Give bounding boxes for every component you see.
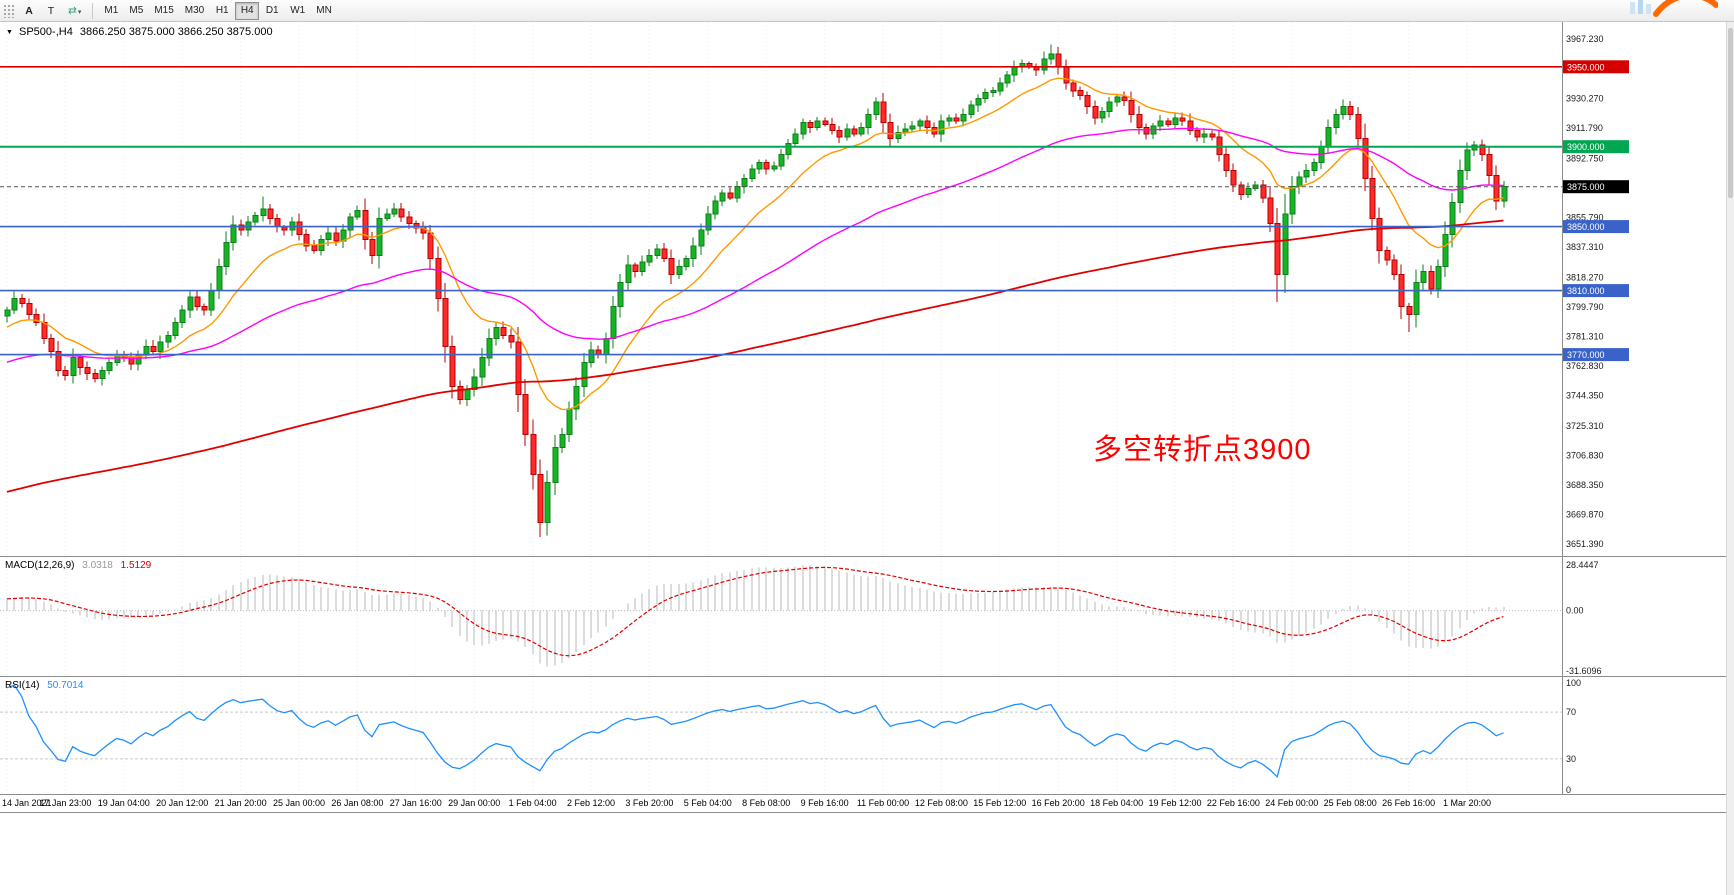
tf-button-w1[interactable]: W1 [285,2,310,20]
svg-text:0.00: 0.00 [1566,606,1584,616]
tf-button-mn[interactable]: MN [311,2,337,20]
ma-medium-line [6,127,1504,363]
macd-signal-line [6,566,1504,657]
vertical-scrollbar[interactable] [1726,22,1734,895]
rsi-panel [0,684,1562,779]
ma-slow-line [6,219,1504,493]
tf-button-m5[interactable]: M5 [124,2,148,20]
broker-logo [1630,0,1718,17]
tf-button-d1[interactable]: D1 [260,2,284,20]
svg-text:3911.790: 3911.790 [1566,123,1603,133]
timeframe-button-group: M1 M5 M15 M30 H1 H4 D1 W1 MN [99,1,337,20]
svg-text:26 Jan 08:00: 26 Jan 08:00 [331,798,383,808]
svg-text:24 Feb 00:00: 24 Feb 00:00 [1265,798,1318,808]
svg-text:3799.790: 3799.790 [1566,302,1604,312]
tf-button-h4[interactable]: H4 [235,1,260,20]
svg-text:17 Jan 23:00: 17 Jan 23:00 [39,798,91,808]
svg-text:0: 0 [1566,785,1571,795]
svg-text:3706.830: 3706.830 [1566,451,1604,461]
svg-text:19 Jan 04:00: 19 Jan 04:00 [98,798,150,808]
svg-text:3669.870: 3669.870 [1566,510,1604,520]
svg-text:3818.270: 3818.270 [1566,272,1604,282]
svg-text:20 Jan 12:00: 20 Jan 12:00 [156,798,208,808]
chart-window: 3967.230 3930.270 3911.790 3892.750 3855.790… [0,22,1734,895]
svg-text:3781.310: 3781.310 [1566,332,1604,342]
tf-button-m15[interactable]: M15 [149,2,178,20]
svg-text:26 Feb 16:00: 26 Feb 16:00 [1382,798,1435,808]
toolbar: A T ⇄▾ M1 M5 M15 M30 H1 H4 D1 W1 MN [0,0,1734,22]
price-axis-labels: 3967.230 3930.270 3911.790 3892.750 3855.790… [1566,34,1604,549]
svg-text:18 Feb 04:00: 18 Feb 04:00 [1090,798,1143,808]
svg-text:29 Jan 00:00: 29 Jan 00:00 [448,798,500,808]
arrows-icon: ⇄ [68,4,77,17]
svg-text:2 Feb 12:00: 2 Feb 12:00 [567,798,615,808]
svg-text:9 Feb 16:00: 9 Feb 16:00 [801,798,849,808]
tf-button-h1[interactable]: H1 [210,2,234,20]
toolbar-separator [92,2,94,19]
svg-text:5 Feb 04:00: 5 Feb 04:00 [684,798,732,808]
price-axis-badges: 3950.000 3900.000 3850.000 3810.000 3770.000… [1563,60,1629,362]
svg-text:-31.6096: -31.6096 [1566,666,1602,676]
collapse-indicator-icon[interactable]: ▼ [6,29,13,36]
svg-text:3900.000: 3900.000 [1567,142,1605,152]
svg-text:15 Feb 12:00: 15 Feb 12:00 [973,798,1026,808]
svg-text:3725.310: 3725.310 [1566,421,1604,431]
svg-text:1 Feb 04:00: 1 Feb 04:00 [509,798,557,808]
svg-text:12 Feb 08:00: 12 Feb 08:00 [915,798,968,808]
text-label-tool-button[interactable]: T [41,2,61,20]
svg-text:1 Mar 20:00: 1 Mar 20:00 [1443,798,1491,808]
svg-text:11 Feb 00:00: 11 Feb 00:00 [857,798,909,808]
svg-text:70: 70 [1566,707,1576,717]
macd-panel [0,565,1562,667]
svg-text:8 Feb 08:00: 8 Feb 08:00 [742,798,790,808]
svg-text:30: 30 [1566,754,1576,764]
svg-text:3930.270: 3930.270 [1566,93,1604,103]
svg-text:3950.000: 3950.000 [1567,62,1605,72]
svg-text:3 Feb 20:00: 3 Feb 20:00 [625,798,673,808]
svg-text:21 Jan 20:00: 21 Jan 20:00 [215,798,267,808]
svg-text:3770.000: 3770.000 [1567,350,1605,360]
tf-button-m1[interactable]: M1 [99,2,123,20]
toolbar-grip-icon[interactable] [3,3,14,18]
svg-text:14 Jan 2021: 14 Jan 2021 [2,798,52,808]
text-annotation-tool-button[interactable]: A [19,2,39,20]
svg-text:3762.830: 3762.830 [1566,361,1604,371]
svg-text:19 Feb 12:00: 19 Feb 12:00 [1148,798,1201,808]
svg-text:27 Jan 16:00: 27 Jan 16:00 [390,798,442,808]
svg-text:25 Jan 00:00: 25 Jan 00:00 [273,798,325,808]
level-lines-layer [0,65,1562,356]
macd-histogram [6,565,1505,667]
rsi-axis-labels: 100 70 30 0 [1566,678,1581,795]
svg-text:3967.230: 3967.230 [1566,34,1604,44]
svg-text:3875.000: 3875.000 [1567,182,1605,192]
ma-fast-line [6,77,1504,411]
svg-text:3688.350: 3688.350 [1566,480,1604,490]
svg-text:3855.790: 3855.790 [1566,212,1604,222]
svg-text:25 Feb 08:00: 25 Feb 08:00 [1324,798,1377,808]
svg-text:3892.750: 3892.750 [1566,153,1604,163]
svg-text:3850.000: 3850.000 [1567,222,1605,232]
svg-text:3651.390: 3651.390 [1566,539,1604,549]
svg-text:22 Feb 16:00: 22 Feb 16:00 [1207,798,1260,808]
chevron-down-icon: ▾ [77,8,82,16]
scrollbar-thumb[interactable] [1728,28,1733,198]
svg-text:3837.310: 3837.310 [1566,242,1604,252]
tf-button-m30[interactable]: M30 [180,2,209,20]
svg-text:100: 100 [1566,678,1581,688]
svg-text:16 Feb 20:00: 16 Feb 20:00 [1032,798,1085,808]
svg-text:3810.000: 3810.000 [1567,286,1605,296]
macd-axis-labels: 28.4447 0.00 -31.6096 [1566,560,1602,676]
panel-borders [0,22,1726,813]
pointer-tools-dropdown[interactable]: ⇄▾ [63,2,86,20]
svg-text:3744.350: 3744.350 [1566,391,1604,401]
rsi-line [6,684,1504,779]
svg-text:28.4447: 28.4447 [1566,560,1599,570]
